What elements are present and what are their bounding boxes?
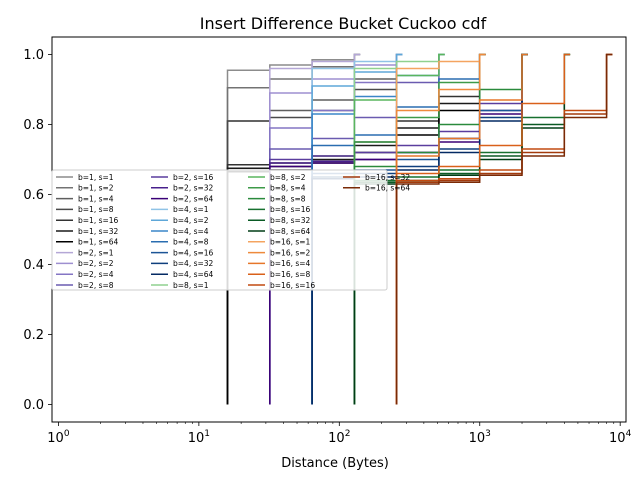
x-tick-label: 100 (47, 429, 70, 446)
legend-entry: b=8, s=4 (270, 184, 306, 193)
legend-entry: b=1, s=8 (78, 205, 114, 214)
legend-entry: b=16, s=8 (270, 270, 311, 279)
x-axis: 100 101 102 103 104 (47, 422, 632, 446)
x-tick-label: 101 (188, 429, 210, 446)
legend-entry: b=4, s=2 (173, 216, 209, 225)
legend-entry: b=2, s=4 (78, 270, 114, 279)
series-line-35 (395, 53, 613, 405)
legend-entry: b=8, s=2 (270, 173, 306, 182)
legend-entry: b=8, s=64 (270, 227, 311, 236)
series-layer (226, 53, 613, 405)
legend-entry: b=4, s=16 (173, 248, 214, 257)
y-tick-label: 0.8 (23, 118, 44, 133)
legend-entry: b=1, s=1 (78, 173, 114, 182)
legend-entry: b=16, s=64 (365, 184, 410, 193)
legend-entry: b=2, s=64 (173, 194, 214, 203)
legend-box (51, 169, 388, 291)
series-line-31 (395, 53, 528, 405)
legend-entry: b=8, s=1 (173, 281, 209, 290)
series-line-8 (269, 53, 361, 405)
x-tick-label: 102 (328, 429, 350, 446)
legend-entry: b=4, s=64 (173, 270, 214, 279)
y-tick-label: 0.0 (23, 398, 44, 413)
legend-entry: b=16, s=16 (270, 281, 315, 290)
legend: b=1, s=1 b=1, s=2b=1, s=4 b=1, s=8 b=1, s=1… (51, 169, 410, 291)
legend-entry: b=2, s=32 (173, 184, 214, 193)
series-line-32 (395, 53, 571, 405)
legend-entry: b=2, s=8 (78, 281, 114, 290)
legend-entry: b=1, s=16 (78, 216, 119, 225)
legend-entry: b=16, s=4 (270, 259, 311, 268)
legend-entry: b=2, s=2 (78, 259, 114, 268)
y-tick-label: 0.6 (23, 188, 44, 203)
x-tick-label: 104 (609, 429, 632, 446)
y-axis: 0.0 0.2 0.4 0.6 0.8 1.0 (23, 48, 52, 413)
legend-entry: b=1, s=4 (78, 194, 114, 203)
legend-entry: b=1, s=2 (78, 184, 114, 193)
legend-entry: b=16, s=2 (270, 248, 311, 257)
y-tick-label: 0.2 (23, 328, 44, 343)
legend-entry: b=2, s=1 (78, 248, 114, 257)
legend-entry: b=8, s=8 (270, 194, 306, 203)
legend-entry: b=16, s=32 (365, 173, 410, 182)
y-tick-label: 1.0 (23, 48, 44, 63)
legend-entry: b=1, s=32 (78, 227, 119, 236)
series-line-30 (395, 53, 486, 405)
legend-entry: b=4, s=4 (173, 227, 209, 236)
y-tick-label: 0.4 (23, 258, 44, 273)
legend-entry: b=4, s=1 (173, 205, 209, 214)
chart-title: Insert Difference Bucket Cuckoo cdf (200, 14, 487, 33)
legend-entry: b=1, s=64 (78, 238, 119, 247)
legend-entry: b=16, s=1 (270, 238, 311, 247)
x-tick-label: 103 (469, 429, 491, 446)
legend-entry: b=4, s=8 (173, 238, 209, 247)
legend-entry: b=4, s=32 (173, 259, 214, 268)
legend-entry: b=8, s=16 (270, 205, 311, 214)
legend-entry: b=8, s=32 (270, 216, 311, 225)
x-axis-label: Distance (Bytes) (281, 456, 389, 471)
legend-entry: b=2, s=16 (173, 173, 214, 182)
